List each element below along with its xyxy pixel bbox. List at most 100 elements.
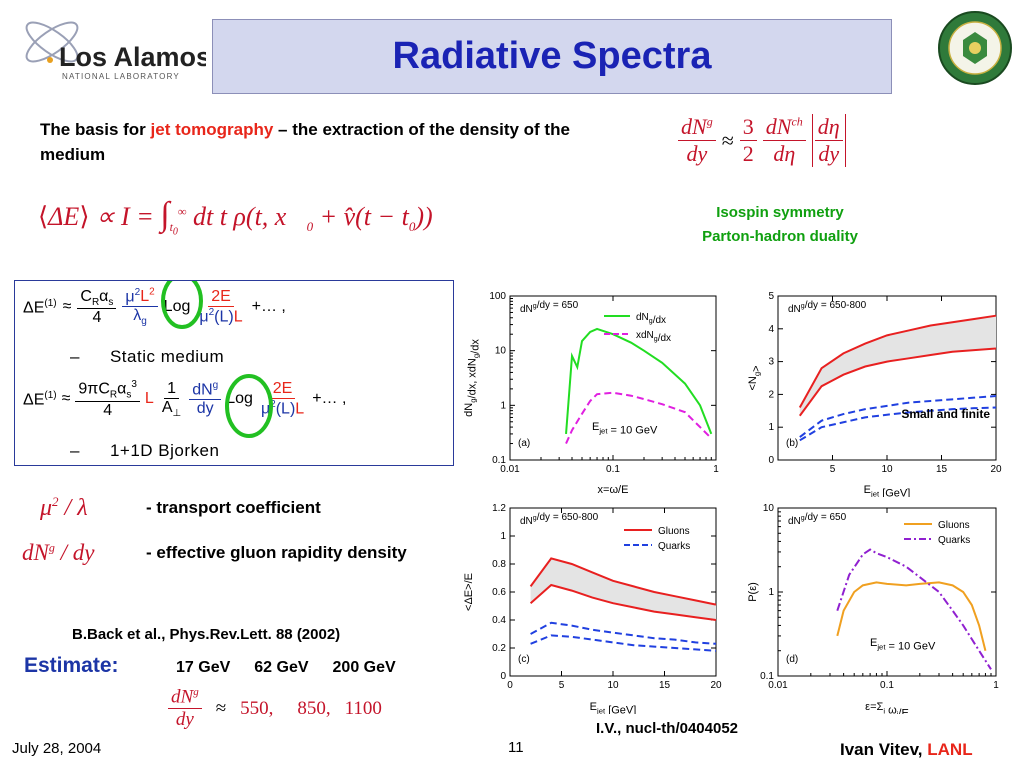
y-axis-label: <ΔE>/E: [463, 573, 475, 611]
small-and-finite-label: Small and finite: [901, 407, 990, 421]
panel-label: (b): [786, 438, 798, 449]
side-notes: Isospin symmetry Parton-hadron duality: [660, 201, 900, 249]
y-tick-label: 4: [768, 324, 774, 335]
footer-author: Ivan Vitev, LANL: [840, 740, 973, 760]
series-line-0: [529, 557, 717, 606]
y-tick-label: 100: [489, 291, 506, 302]
y-tick-label: 0.6: [492, 587, 506, 598]
transport-coefficient-label: - transport coefficient: [146, 498, 321, 517]
dash-static: –: [70, 347, 80, 366]
intro-post: – the extraction of the density of the m…: [40, 120, 570, 164]
legend-label: Gluons: [938, 520, 970, 531]
highlight-circle-l2: [161, 281, 203, 329]
x-axis-label: ε=Σi ωi/E: [865, 701, 909, 714]
x-tick-label: 15: [936, 464, 948, 475]
series-line-0: [836, 581, 987, 651]
chart-svg-2: 0 5 10 15 20 0 0.2 0.4 0.6 0.8 1 1.2 Ejet [GeV] <ΔE>/…: [463, 503, 722, 716]
footer-page-number: 11: [508, 739, 524, 756]
title-banner: Radiative Spectra: [212, 19, 892, 94]
density-annotation: dNg/dy = 650-800: [788, 300, 867, 315]
y-tick-label: 2: [768, 389, 774, 400]
y-axis-label: dNg/dx, xdNg/dx: [463, 339, 482, 417]
x-tick-label: 10: [607, 680, 619, 691]
y-tick-label: 0.8: [492, 559, 506, 570]
x-tick-label: 20: [710, 680, 722, 691]
dndy-symbol: dNg / dy: [22, 540, 95, 565]
gluon-band: [530, 558, 716, 620]
citation-text: I.V., nucl-th/0404052: [596, 720, 739, 737]
intro-text: The basis for jet tomography – the extra…: [40, 117, 630, 167]
y-tick-label: 0: [500, 671, 506, 682]
density-annotation: dNg/dy = 650: [520, 300, 579, 315]
x-tick-label: 5: [559, 680, 565, 691]
bjorken-row: – 1+1D Bjorken: [70, 441, 219, 461]
los-alamos-logo: Los Alamos NATIONAL LABORATORY: [14, 8, 211, 88]
doe-seal: [937, 10, 1013, 86]
chart-panel-b: 5 10 15 20 0 1 2 3 4 5 Ejet [GeV] <Ng> (b) dNg/dy = 6…: [742, 282, 1018, 499]
x-axis-label: x=ω/E: [598, 484, 629, 496]
estimate-value-62: 850,: [297, 697, 331, 719]
series-line-1: [836, 548, 992, 670]
density-annotation: dNg/dy = 650: [788, 512, 847, 527]
x-axis-label: Ejet [GeV]: [590, 701, 637, 714]
bjorken-equation: ΔE(1) ≈ 9πCRαs3 4 L 1 A⊥ dNg dy Log 2E μ2(L)…: [23, 379, 347, 419]
energy-loss-integral-formula: ⟨ΔE⟩ ∝ I = ∫t0∞ dt t ρ(t, x⃗0 + v̂(t − t…: [38, 196, 433, 238]
y-tick-label: 1.2: [492, 503, 506, 514]
panel-label: (a): [518, 438, 530, 449]
y-tick-label: 10: [495, 346, 507, 357]
x-tick-label: 20: [990, 464, 1002, 475]
energy-200: 200 GeV: [332, 659, 396, 676]
energy-17: 17 GeV: [176, 659, 231, 676]
series-line-3: [799, 406, 997, 442]
gluon-band: [799, 315, 996, 416]
rapidity-density-label: - effective gluon rapidity density: [146, 543, 407, 562]
y-tick-label: 1: [768, 587, 774, 598]
y-tick-label: 3: [768, 357, 774, 368]
duality-note: Parton-hadron duality: [702, 228, 858, 245]
chart-svg-1: 5 10 15 20 0 1 2 3 4 5 Ejet [GeV] <Ng> (b) dNg/dy = 6…: [747, 291, 1002, 499]
x-tick-label: 0.1: [606, 464, 620, 475]
series-line-3: [530, 634, 717, 652]
estimate-energies: 17 GeV 62 GeV 200 GeV: [176, 659, 396, 677]
chart-panel-c: 0 5 10 15 20 0 0.2 0.4 0.6 0.8 1 1.2 Ejet [GeV] <ΔE>/…: [458, 496, 738, 716]
estimate-label: Estimate:: [24, 654, 119, 677]
series-line-2: [530, 621, 717, 645]
reference-text: B.Back et al., Phys.Rev.Lett. 88 (2002): [72, 626, 341, 643]
series-line-1: [529, 583, 717, 621]
x-tick-label: 0.1: [880, 680, 894, 691]
legend-label: dNg/dx: [636, 312, 666, 326]
highlight-circle-dndy: [225, 374, 273, 438]
estimate-formula: dNg dy ≈ 550, 850, 1100: [168, 686, 382, 731]
static-medium-row: – Static medium: [70, 347, 224, 367]
author-lab: LANL: [927, 740, 973, 759]
mu-over-lambda-symbol: μ2 / λ: [40, 494, 88, 521]
chart-panel-a: 0.01 0.1 1 0.1 1 10 100 x=ω/E dNg/dx, xdNg/dx (a)…: [458, 282, 738, 497]
energy-loss-equation-box: ΔE(1) ≈ CRαs 4 μ2L2 λg Log 2E μ2(L)L +… , –…: [14, 280, 454, 466]
y-axis-label: P(ε): [747, 582, 759, 602]
x-tick-label: 5: [830, 464, 836, 475]
x-tick-label: 15: [659, 680, 671, 691]
density-annotation: dNg/dy = 650-800: [520, 512, 599, 527]
plot-frame: [509, 295, 717, 461]
x-tick-label: 1: [713, 464, 719, 475]
y-tick-label: 10: [763, 503, 775, 514]
energy-annotation: Ejet = 10 GeV: [592, 421, 658, 436]
legend-label: Gluons: [658, 526, 690, 537]
y-tick-label: 1: [500, 400, 506, 411]
svg-text:Los Alamos: Los Alamos: [59, 42, 206, 72]
y-tick-label: 0.1: [760, 671, 774, 682]
static-medium-equation: ΔE(1) ≈ CRαs 4 μ2L2 λg Log 2E μ2(L)L +… ,: [23, 287, 286, 328]
jet-tomography-highlight: jet tomography: [150, 120, 274, 139]
bjorken-label: 1+1D Bjorken: [109, 441, 220, 460]
series-line-2: [799, 395, 997, 438]
panel-label: (d): [786, 654, 798, 665]
y-tick-label: 0.1: [492, 455, 506, 466]
energy-62: 62 GeV: [254, 659, 309, 676]
series-line-0: [798, 314, 997, 409]
slide-title: Radiative Spectra: [392, 35, 712, 77]
y-axis-label: <Ng>: [747, 365, 762, 390]
series-line-1: [798, 347, 997, 417]
legend-label: Quarks: [938, 535, 970, 546]
